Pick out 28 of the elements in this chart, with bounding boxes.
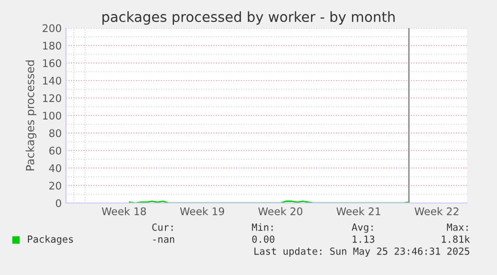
text: 1.13 (352, 235, 374, 243)
text: 0.00 (252, 235, 274, 243)
text: Avg: (352, 224, 373, 233)
text: -nan (153, 237, 174, 243)
y-tick-label: 140 (43, 76, 62, 85)
y-tick-label: 160 (43, 59, 62, 68)
text: Min: (252, 223, 273, 231)
text: Max: (446, 224, 468, 231)
y-tick-label: 20 (49, 182, 62, 190)
x-tick-label: Week 22 (414, 207, 458, 216)
text: Cur: (152, 223, 173, 231)
y-tick-label: 100 (43, 112, 62, 120)
chart-title: packages processed by worker - by month (102, 11, 395, 25)
y-axis-title: Packages processed (26, 60, 36, 170)
y-tick-label: 0 (56, 199, 62, 208)
legend-label: Packages (28, 235, 73, 245)
y-tick-label: 120 (43, 94, 62, 102)
text: Last update: Sun May 25 23:46:31 2025 (254, 247, 470, 257)
y-tick-label: 40 (49, 164, 62, 172)
y-tick-label: 60 (49, 146, 62, 155)
x-tick-label: Week 18 (102, 207, 146, 216)
y-tick-label: 200 (42, 24, 62, 32)
x-tick-label: Week 20 (258, 207, 302, 216)
x-tick-label: Week 21 (336, 207, 380, 216)
y-tick-label: 180 (43, 42, 62, 50)
y-tick-label: 80 (49, 129, 62, 138)
text: 1.81k (442, 235, 470, 243)
x-tick-label: Week 19 (180, 207, 224, 216)
